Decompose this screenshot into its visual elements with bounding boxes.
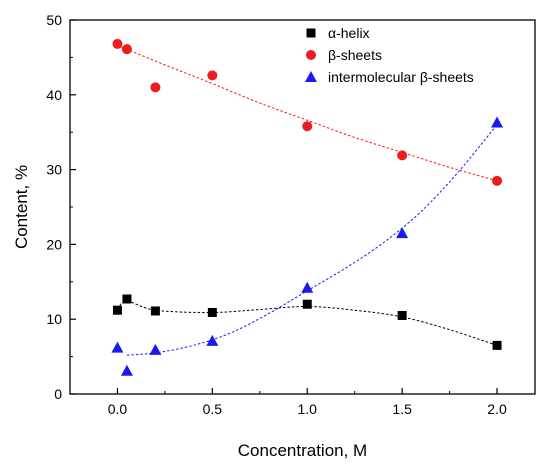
legend: α-helix β-sheets intermolecular β-sheets bbox=[305, 25, 474, 85]
legend-label-2: intermolecular β-sheets bbox=[328, 69, 474, 85]
data-point-series-0 bbox=[397, 310, 407, 320]
fit-curve-series-0 bbox=[117, 300, 498, 346]
data-point-series-1 bbox=[121, 44, 132, 55]
data-point-series-0 bbox=[150, 306, 160, 316]
fit-curve-series-2 bbox=[126, 124, 498, 356]
data-point-series-1 bbox=[397, 150, 408, 161]
y-tick-label: 40 bbox=[46, 87, 62, 103]
data-points bbox=[111, 38, 504, 376]
x-axis-ticks: 0.0 0.5 1.0 1.5 2.0 bbox=[108, 388, 507, 417]
y-axis-ticks: 0 10 20 30 40 50 bbox=[46, 12, 76, 402]
data-point-series-1 bbox=[150, 82, 161, 93]
x-tick-label: 0.0 bbox=[108, 401, 128, 417]
x-tick-label: 0.5 bbox=[203, 401, 223, 417]
data-point-series-2 bbox=[491, 116, 504, 128]
y-tick-label: 30 bbox=[46, 162, 62, 178]
data-point-series-2 bbox=[149, 343, 162, 355]
legend-marker-1 bbox=[306, 50, 316, 60]
data-point-series-1 bbox=[207, 70, 218, 81]
data-point-series-1 bbox=[302, 121, 313, 132]
x-axis-label: Concentration, M bbox=[238, 441, 367, 460]
y-tick-label: 10 bbox=[46, 311, 62, 327]
data-point-series-2 bbox=[120, 364, 133, 376]
data-point-series-2 bbox=[301, 281, 314, 293]
data-point-series-2 bbox=[206, 334, 219, 346]
data-point-series-2 bbox=[396, 227, 409, 239]
data-point-series-1 bbox=[112, 38, 123, 49]
fit-curve-series-1 bbox=[117, 44, 498, 182]
y-tick-label: 50 bbox=[46, 12, 62, 28]
data-point-series-0 bbox=[492, 340, 502, 350]
legend-label-1: β-sheets bbox=[328, 47, 382, 63]
x-tick-label: 1.5 bbox=[392, 401, 412, 417]
legend-label-0: α-helix bbox=[328, 25, 370, 41]
y-tick-label: 0 bbox=[54, 386, 62, 402]
data-point-series-0 bbox=[122, 294, 132, 304]
x-tick-label: 2.0 bbox=[487, 401, 507, 417]
data-point-series-1 bbox=[492, 175, 503, 186]
x-tick-label: 1.0 bbox=[298, 401, 318, 417]
legend-marker-2 bbox=[305, 71, 317, 82]
data-point-series-0 bbox=[302, 299, 312, 309]
data-point-series-0 bbox=[207, 307, 217, 317]
legend-marker-0 bbox=[306, 28, 316, 38]
y-axis-label: Content, % bbox=[12, 165, 31, 249]
y-tick-label: 20 bbox=[46, 236, 62, 252]
data-point-series-2 bbox=[111, 341, 124, 353]
data-point-series-0 bbox=[112, 305, 122, 315]
